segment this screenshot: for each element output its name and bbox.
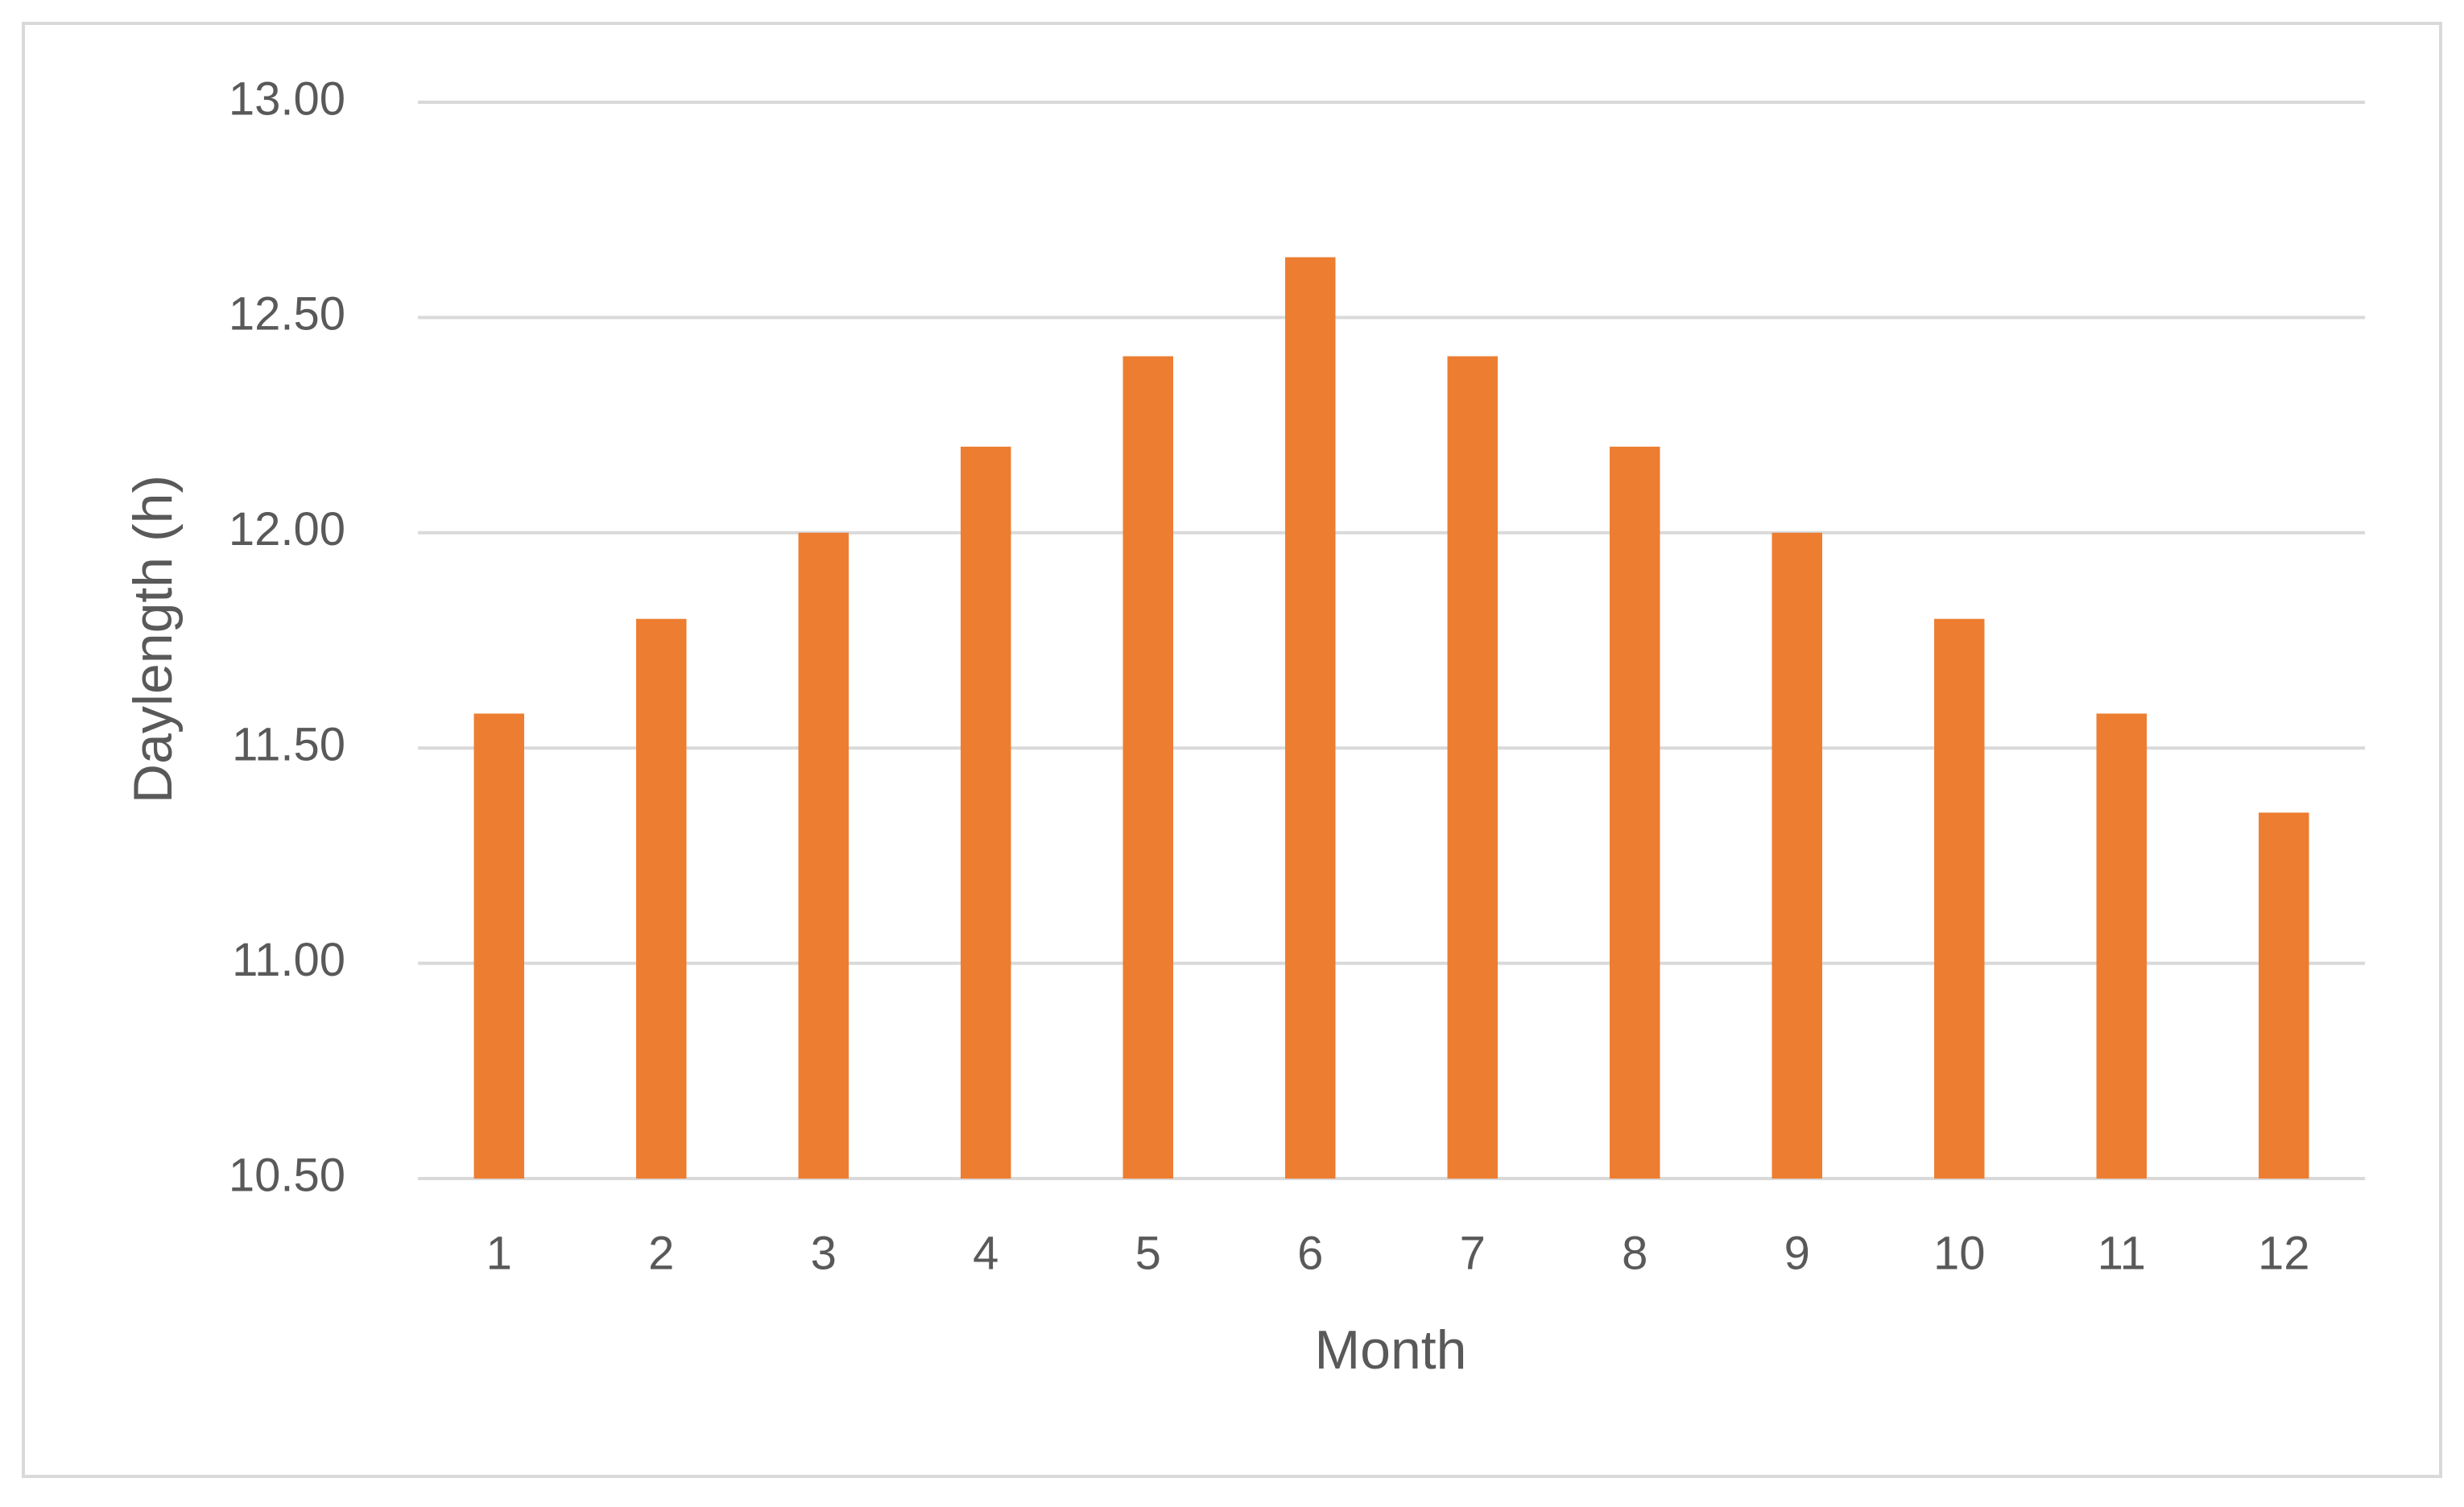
x-tick-label: 11 — [2098, 1227, 2146, 1279]
y-axis-title: Daylength (h) — [122, 475, 184, 803]
bar — [1122, 356, 1173, 1179]
x-tick-label: 4 — [973, 1227, 998, 1279]
x-tick-label: 9 — [1784, 1227, 1810, 1279]
y-tick-label: 11.00 — [232, 934, 345, 986]
bar — [2259, 812, 2309, 1179]
x-tick-label: 1 — [486, 1227, 512, 1279]
chart-border — [22, 22, 2442, 1478]
y-tick-label: 13.00 — [229, 72, 345, 125]
bar — [1285, 257, 1336, 1179]
bar — [1934, 618, 1985, 1179]
y-tick-label: 10.50 — [229, 1149, 345, 1201]
bar — [1610, 446, 1660, 1179]
y-tick-label: 12.00 — [229, 503, 345, 555]
x-tick-label: 7 — [1460, 1227, 1486, 1279]
x-tick-label: 2 — [648, 1227, 674, 1279]
bar — [798, 532, 849, 1179]
x-axis-title: Month — [1315, 1319, 1467, 1381]
x-tick-label: 3 — [811, 1227, 837, 1279]
bar — [636, 618, 687, 1179]
x-tick-label: 8 — [1622, 1227, 1647, 1279]
bar — [1447, 356, 1498, 1179]
bar — [1772, 532, 1822, 1179]
bar — [473, 713, 524, 1179]
x-tick-label: 10 — [1933, 1227, 1986, 1279]
x-tick-label: 5 — [1135, 1227, 1161, 1279]
y-tick-label: 12.50 — [229, 288, 345, 341]
y-tick-label: 11.50 — [232, 719, 345, 771]
x-tick-label: 12 — [2258, 1227, 2310, 1279]
x-tick-label: 6 — [1297, 1227, 1323, 1279]
bar — [2096, 713, 2147, 1179]
bar — [961, 446, 1011, 1179]
